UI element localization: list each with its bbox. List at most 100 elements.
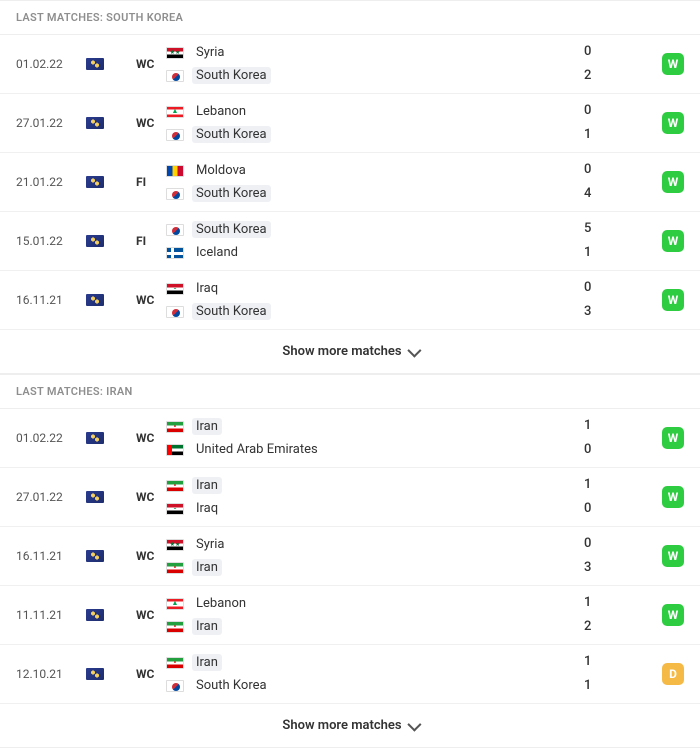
teams-cell: MoldovaSouth Korea bbox=[166, 162, 584, 202]
result-cell: D bbox=[644, 663, 684, 685]
match-date: 16.11.21 bbox=[16, 549, 86, 563]
teams-cell: Iran Iraq bbox=[166, 477, 584, 517]
match-row[interactable]: 21.01.22FIMoldovaSouth Korea04W bbox=[0, 153, 700, 212]
competition-cell bbox=[86, 117, 136, 129]
chevron-down-icon bbox=[407, 717, 421, 731]
match-row[interactable]: 12.10.21WCIranSouth Korea11D bbox=[0, 645, 700, 704]
scores-cell: 10 bbox=[584, 476, 644, 518]
away-team-line: Iran bbox=[166, 618, 584, 635]
competition-code: FI bbox=[136, 234, 166, 248]
match-date: 27.01.22 bbox=[16, 116, 86, 130]
show-more-button[interactable]: Show more matches bbox=[0, 704, 700, 748]
competition-code: WC bbox=[136, 293, 166, 307]
home-team-name: Iran bbox=[192, 418, 222, 435]
country-flag-icon bbox=[166, 47, 184, 59]
match-row[interactable]: 01.02.22WCIranUnited Arab Emirates10W bbox=[0, 409, 700, 468]
country-flag-icon bbox=[166, 421, 184, 433]
home-score: 1 bbox=[584, 653, 591, 671]
away-score: 1 bbox=[584, 244, 591, 262]
away-score: 1 bbox=[584, 126, 591, 144]
match-row[interactable]: 01.02.22WCSyriaSouth Korea02W bbox=[0, 35, 700, 94]
result-cell: W bbox=[644, 486, 684, 508]
teams-cell: South Korea Iceland bbox=[166, 221, 584, 261]
competition-cell bbox=[86, 235, 136, 247]
competition-flag-icon bbox=[86, 432, 104, 444]
competition-flag-icon bbox=[86, 609, 104, 621]
competition-code: WC bbox=[136, 431, 166, 445]
competition-code: WC bbox=[136, 608, 166, 622]
result-badge: D bbox=[662, 663, 684, 685]
country-flag-icon bbox=[166, 539, 184, 551]
home-team-name: Lebanon bbox=[192, 595, 250, 612]
competition-cell bbox=[86, 58, 136, 70]
home-team-line: Iran bbox=[166, 418, 584, 435]
result-badge: W bbox=[662, 53, 684, 75]
country-flag-icon bbox=[166, 503, 184, 515]
away-team-line: South Korea bbox=[166, 67, 584, 84]
competition-flag-icon bbox=[86, 235, 104, 247]
match-row[interactable]: 16.11.21WCIraqSouth Korea03W bbox=[0, 271, 700, 330]
show-more-label: Show more matches bbox=[282, 718, 401, 733]
teams-cell: IranSouth Korea bbox=[166, 654, 584, 694]
competition-cell bbox=[86, 668, 136, 680]
match-row[interactable]: 16.11.21WCSyriaIran03W bbox=[0, 527, 700, 586]
matches-section: LAST MATCHES: SOUTH KOREA01.02.22WCSyria… bbox=[0, 0, 700, 374]
home-team-line: Lebanon bbox=[166, 103, 584, 120]
home-team-name: Syria bbox=[192, 44, 229, 61]
result-badge: W bbox=[662, 230, 684, 252]
result-badge: W bbox=[662, 171, 684, 193]
competition-cell bbox=[86, 432, 136, 444]
home-team-name: Syria bbox=[192, 536, 229, 553]
home-score: 5 bbox=[584, 220, 591, 238]
match-row[interactable]: 15.01.22FISouth KoreaIceland51W bbox=[0, 212, 700, 271]
scores-cell: 12 bbox=[584, 594, 644, 636]
result-badge: W bbox=[662, 427, 684, 449]
home-score: 1 bbox=[584, 476, 591, 494]
country-flag-icon bbox=[166, 621, 184, 633]
competition-cell bbox=[86, 294, 136, 306]
country-flag-icon bbox=[166, 306, 184, 318]
away-score: 1 bbox=[584, 677, 591, 695]
home-score: 1 bbox=[584, 594, 591, 612]
show-more-button[interactable]: Show more matches bbox=[0, 330, 700, 374]
matches-section: LAST MATCHES: IRAN01.02.22WCIranUnited A… bbox=[0, 374, 700, 748]
scores-cell: 03 bbox=[584, 279, 644, 321]
result-badge: W bbox=[662, 604, 684, 626]
result-badge: W bbox=[662, 545, 684, 567]
away-team-line: United Arab Emirates bbox=[166, 441, 584, 458]
teams-cell: Syria South Korea bbox=[166, 44, 584, 84]
competition-flag-icon bbox=[86, 491, 104, 503]
match-date: 15.01.22 bbox=[16, 234, 86, 248]
match-date: 11.11.21 bbox=[16, 608, 86, 622]
competition-flag-icon bbox=[86, 117, 104, 129]
competition-flag-icon bbox=[86, 294, 104, 306]
home-score: 0 bbox=[584, 161, 591, 179]
away-team-line: South Korea bbox=[166, 303, 584, 320]
competition-code: WC bbox=[136, 490, 166, 504]
match-date: 21.01.22 bbox=[16, 175, 86, 189]
result-cell: W bbox=[644, 112, 684, 134]
competition-cell bbox=[86, 176, 136, 188]
country-flag-icon bbox=[166, 480, 184, 492]
country-flag-icon bbox=[166, 129, 184, 141]
home-team-name: Iran bbox=[192, 477, 222, 494]
home-team-line: Iraq bbox=[166, 280, 584, 297]
away-team-name: Iraq bbox=[192, 500, 222, 517]
result-cell: W bbox=[644, 427, 684, 449]
teams-cell: Iraq South Korea bbox=[166, 280, 584, 320]
match-row[interactable]: 27.01.22WCLebanonSouth Korea01W bbox=[0, 94, 700, 153]
away-team-name: Iceland bbox=[192, 244, 242, 261]
match-row[interactable]: 11.11.21 WC Lebanon Iran12 W bbox=[0, 586, 700, 645]
result-badge: W bbox=[662, 486, 684, 508]
match-row[interactable]: 27.01.22WCIranIraq10W bbox=[0, 468, 700, 527]
competition-code: WC bbox=[136, 549, 166, 563]
country-flag-icon bbox=[166, 680, 184, 692]
home-team-name: Iran bbox=[192, 654, 222, 671]
country-flag-icon bbox=[166, 188, 184, 200]
competition-code: WC bbox=[136, 116, 166, 130]
home-score: 0 bbox=[584, 43, 591, 61]
home-team-name: South Korea bbox=[192, 221, 271, 238]
result-cell: W bbox=[644, 230, 684, 252]
result-cell: W bbox=[644, 171, 684, 193]
scores-cell: 51 bbox=[584, 220, 644, 262]
